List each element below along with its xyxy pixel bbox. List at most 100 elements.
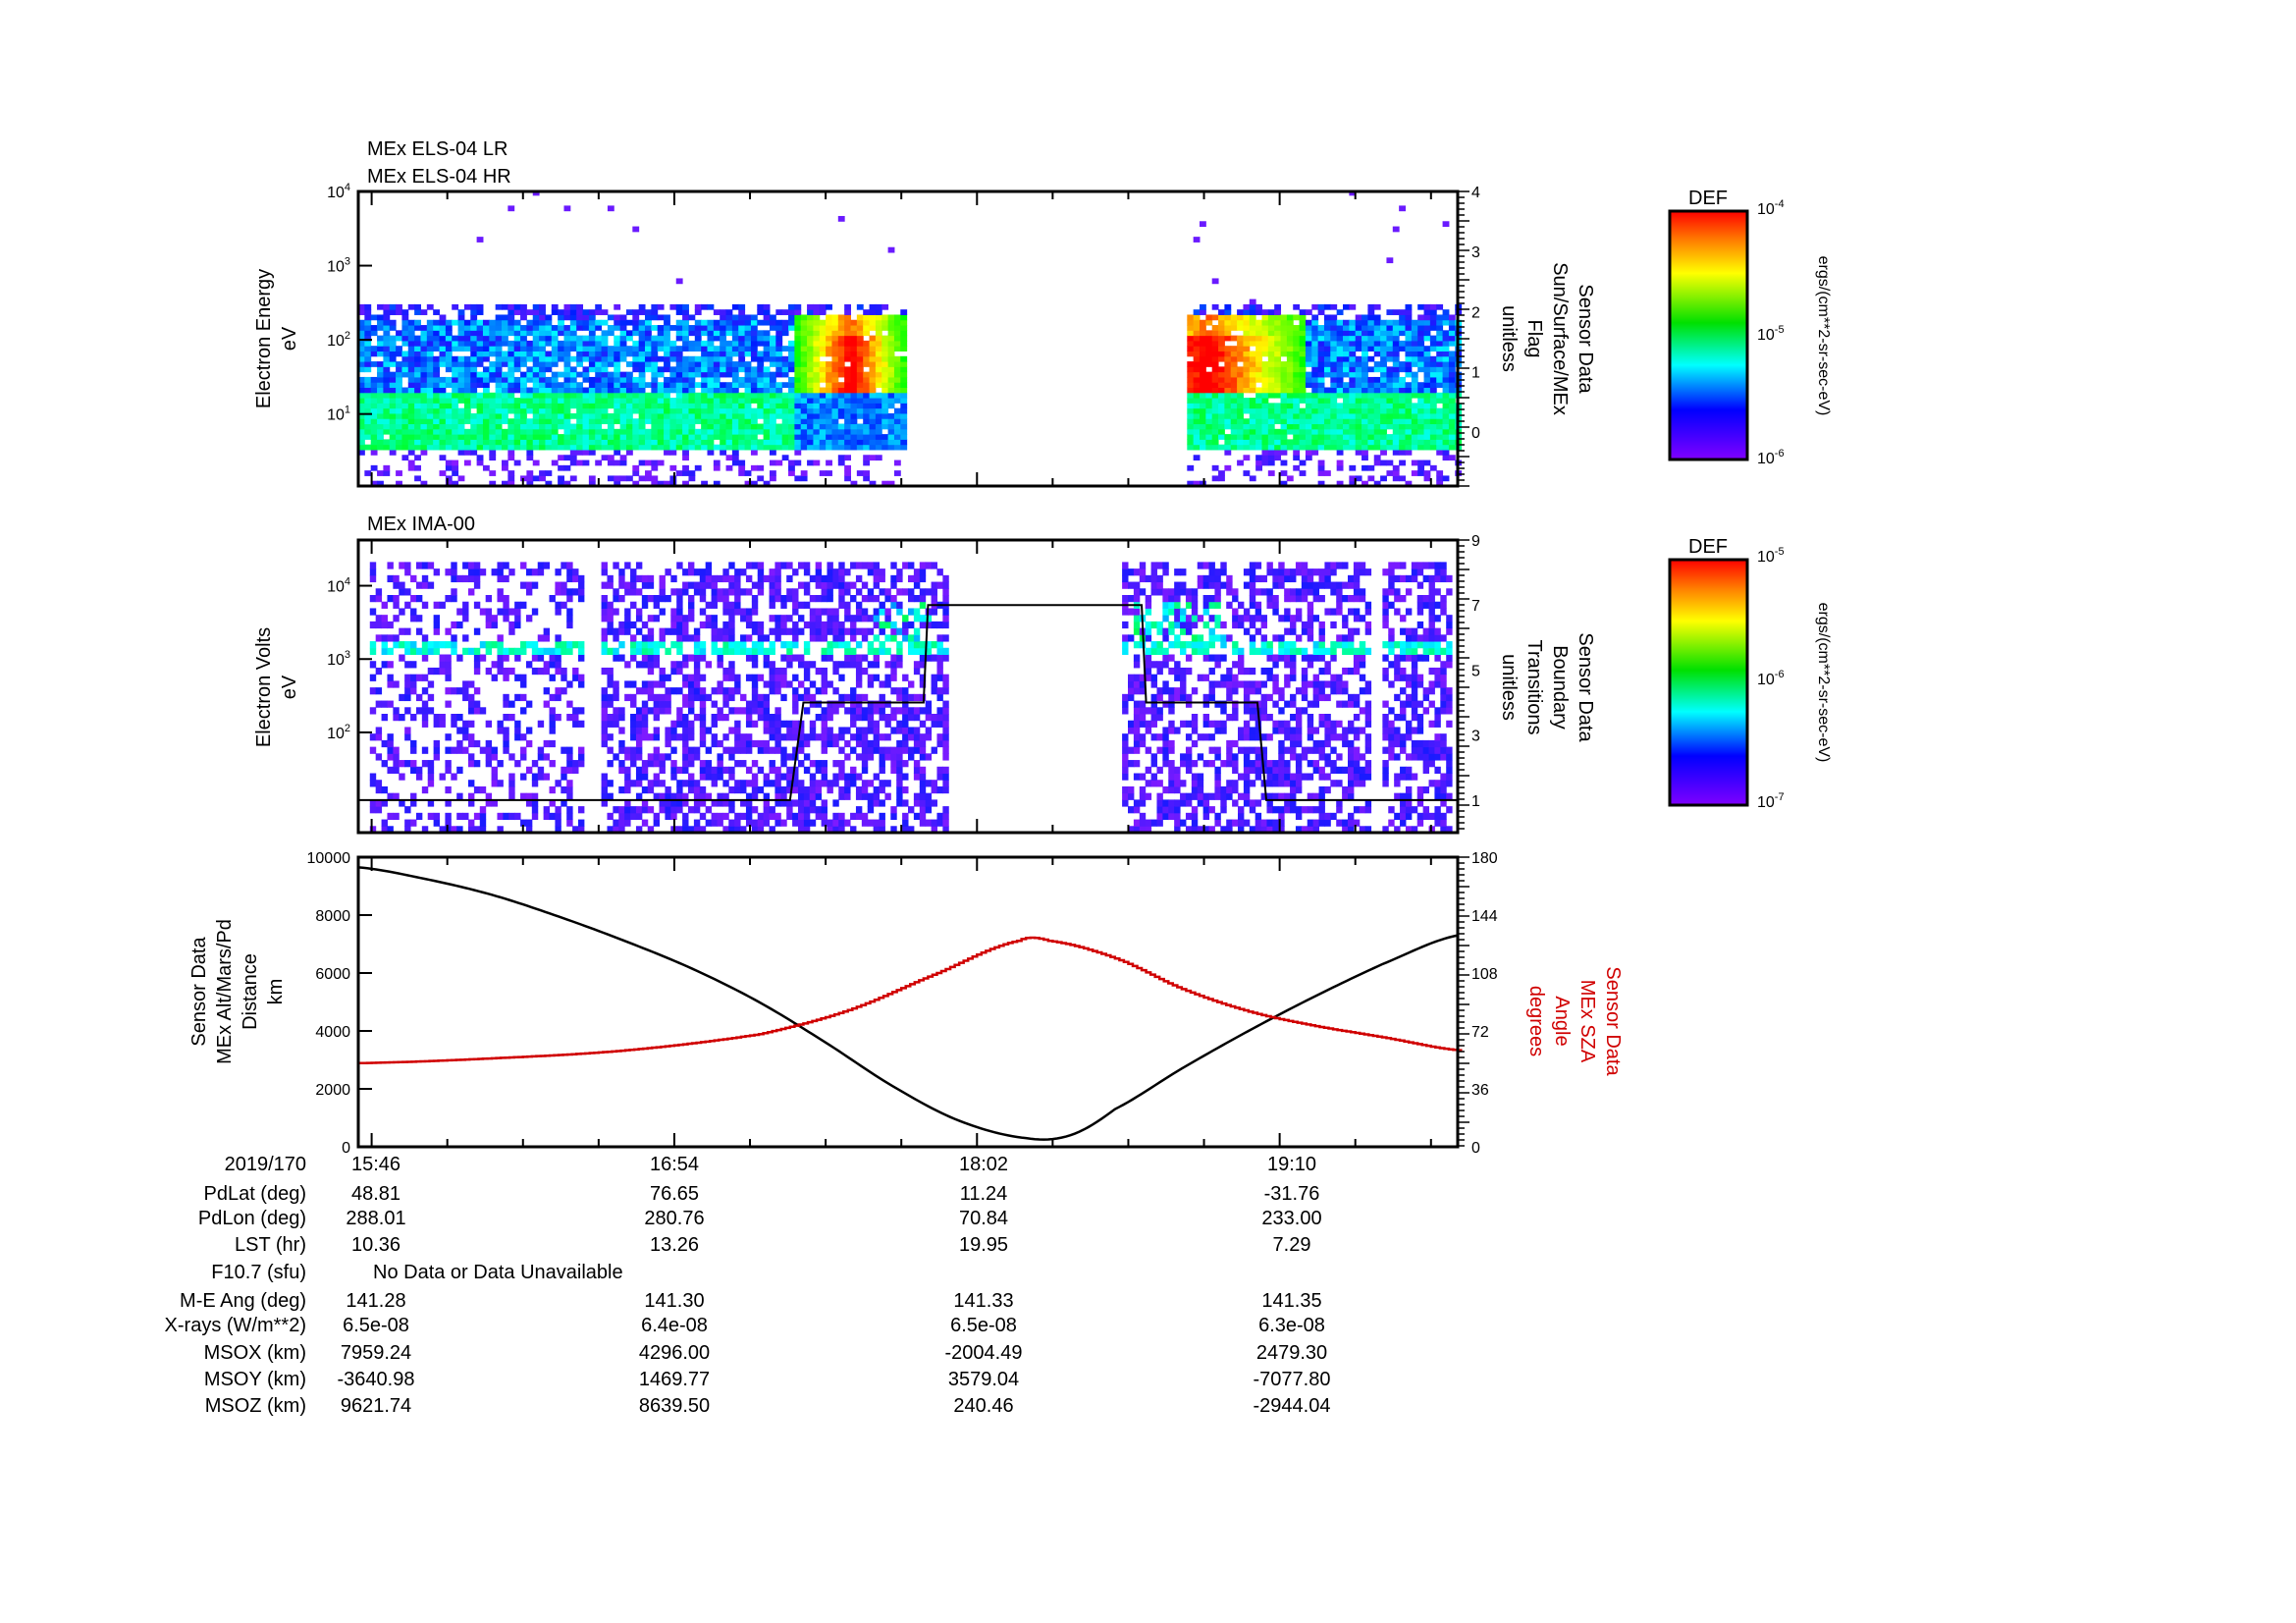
spectrogram-cell [543,739,551,748]
spectrogram-cell [659,753,666,761]
spectrogram-cell [502,392,508,399]
spectrogram-cell [607,444,614,451]
spectrogram-cell [800,418,808,425]
spectrogram-cell [601,434,609,440]
spectrogram-cell [445,398,453,404]
spectrogram-cell [701,325,708,331]
spectrogram-cell [831,392,839,399]
spectrogram-cell [757,428,765,435]
spectrogram-cell [1373,387,1381,394]
spectrogram-cell [582,423,590,430]
spectrogram-cell [688,371,696,378]
spectrogram-cell [769,615,775,622]
spectrogram-cell [734,785,741,794]
spectrogram-cell [569,325,577,331]
spectrogram-cell [641,773,649,781]
spectrogram-cell [757,647,765,656]
spectrogram-cell [421,714,429,722]
spectrogram-cell [1323,434,1331,440]
spectrogram-cell [1392,398,1400,404]
spectrogram-cell [837,412,845,419]
spectrogram-cell [537,720,545,728]
spectrogram-cell [470,361,478,367]
spectrogram-cell [421,601,429,609]
spectrogram-cell [688,746,695,754]
spectrogram-cell [1343,325,1350,331]
spectrogram-cell [433,407,441,414]
spectrogram-cell [507,392,515,399]
spectrogram-cell [1436,449,1444,456]
spectrogram-cell [875,325,882,331]
spectrogram-cell [364,330,372,337]
spectrogram-cell [495,412,503,419]
spectrogram-cell [717,714,723,722]
spectrogram-cell [731,303,739,310]
spectrogram-cell [1311,340,1319,347]
spectrogram-cell [1405,428,1413,435]
spectrogram-cell [850,330,858,337]
spectrogram-cell [489,335,497,342]
spectrogram-cell [572,667,579,676]
spectrogram-cell [407,376,415,383]
spectrogram-cell [572,766,579,775]
spectrogram-cell [893,407,901,414]
spectrogram-cell [669,412,677,419]
spectrogram-cell [769,346,776,352]
spectrogram-cell [415,647,423,656]
spectrogram-cell [1386,460,1394,466]
spectrogram-cell [887,412,895,419]
spectrogram-cell [731,335,739,342]
spectrogram-cell [1355,423,1362,430]
spectrogram-cell [651,361,659,367]
spectrogram-cell [1448,335,1456,342]
spectrogram-cell [370,434,378,440]
spectrogram-cell [774,799,781,807]
spectrogram-cell [630,780,637,787]
spectrogram-cell [558,455,564,461]
spectrogram-cell [731,319,739,326]
spectrogram-cell [1411,470,1418,476]
spectrogram-cell [850,319,858,326]
spectrogram-cell [396,434,402,440]
spectrogram-cell [1373,319,1381,326]
spectrogram-cell [1405,366,1413,373]
spectrogram-cell [1448,325,1456,331]
spectrogram-cell [582,460,590,466]
spectrogram-cell [539,335,546,342]
spectrogram-cell [1237,387,1244,394]
spectrogram-cell [569,340,577,347]
spectrogram-cell [807,319,814,326]
spectrogram-cell [545,428,553,435]
spectrogram-cell [433,392,441,399]
spectrogram-cell [383,340,391,347]
spectrogram-cell [1205,314,1213,321]
spectrogram-cell [479,746,487,754]
spectrogram-cell [456,608,463,616]
spectrogram-cell [670,641,677,649]
spectrogram-cell [1230,351,1238,357]
spectrogram-cell [1205,392,1213,399]
spectrogram-cell [563,398,571,404]
spectrogram-cell [377,434,384,440]
spectrogram-cell [651,387,659,394]
spectrogram-cell [1336,387,1344,394]
spectrogram-cell [707,387,715,394]
spectrogram-cell [1349,361,1357,367]
spectrogram-cell [1399,407,1406,414]
spectrogram-cell [508,753,515,761]
spectrogram-cell [632,387,640,394]
spectrogram-cell [1280,480,1288,487]
spectrogram-cell [470,387,478,394]
spectrogram-cell [1380,428,1387,435]
spectrogram-cell [537,568,545,576]
spectrogram-cell [826,361,832,367]
spectrogram-cell [887,480,895,487]
spectrogram-cell [601,568,608,576]
spectrogram-cell [1187,387,1195,394]
spectrogram-cell [1249,371,1256,378]
spectrogram-cell [502,303,508,310]
spectrogram-cell [625,418,633,425]
spectrogram-cell [676,785,683,794]
spectrogram-cell [375,799,383,807]
spectrogram-cell [1243,398,1251,404]
